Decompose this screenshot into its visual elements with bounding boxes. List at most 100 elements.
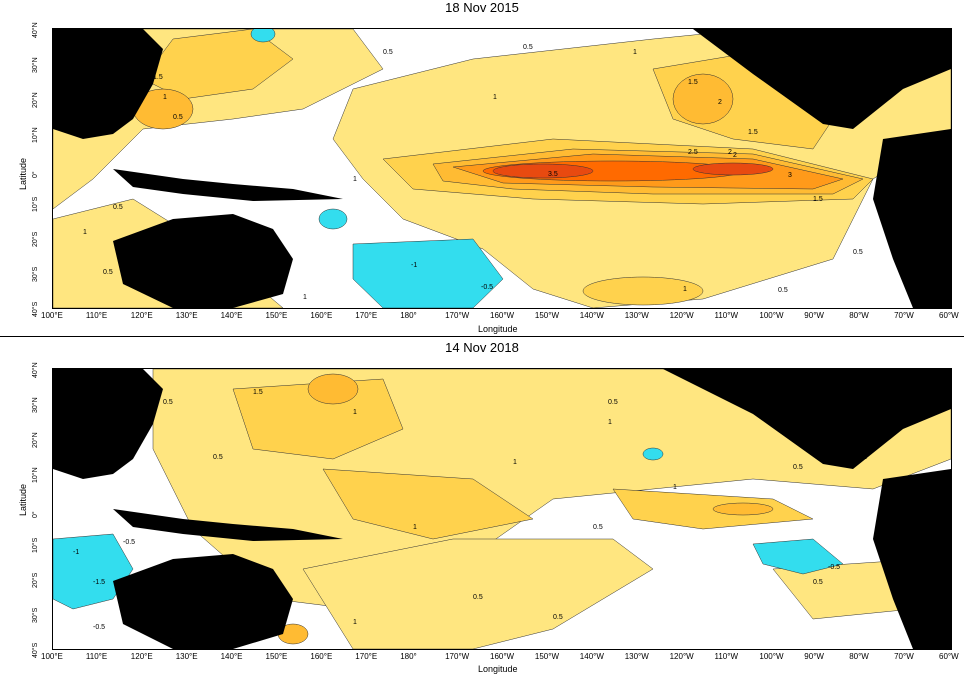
contour-label: 0.5 [553,614,563,621]
x-tick-label: 60°W [939,652,959,661]
x-tick-label: 130°W [624,652,649,661]
x-tick-label: 120°E [130,311,153,320]
anomaly-area-negative [53,533,134,610]
contour-label: 0.5 [793,464,803,471]
x-tick-label: 120°W [669,652,694,661]
sst-anomaly-map: 0.5 0.5 1 1.5 1 0.5 1 1.5 2 1.5 2 2.5 2 3.5 3 1.5 1 0.5 1 0… [52,28,952,309]
contour-label: 1 [353,409,357,416]
panel-2018: 14 Nov 2018 Latitude 40°N 30°N 20°N 10°N 0° 1… [0,340,964,675]
y-tick-label: 0° [32,511,39,518]
land-maritime-continent [113,169,343,201]
y-tick-label: 30°N [32,57,39,73]
x-tick-label: 120°E [130,652,153,661]
y-tick-label: 40°S [32,642,39,658]
y-tick-label: 10°N [32,467,39,483]
contour-label: 3 [788,172,792,179]
contour-label: 2.5 [688,149,698,156]
y-tick-label: 10°N [32,126,39,143]
x-tick-label: 140°W [579,311,604,320]
contour-label: 1 [673,484,677,491]
y-tick-label: 20°S [32,572,39,588]
y-tick-label: 40°N [32,22,39,38]
contour-label: 2 [718,99,722,106]
anomaly-area-negative [318,208,348,230]
anomaly-area-1 [322,468,534,540]
contour-label: 1 [413,524,417,531]
contour-label: -0.5 [123,539,135,546]
x-tick-label: 90°W [804,311,824,320]
contour-label: -1 [73,549,79,556]
y-tick-label: 0° [32,170,39,178]
contour-label: 0.5 [893,379,903,386]
anomaly-area-negative [642,447,664,461]
contour-label: 0.5 [113,204,123,211]
x-tick-label: 170°E [355,652,378,661]
contour-label: -0.5 [481,284,493,291]
anomaly-area-1.5 [712,502,774,516]
x-tick-label: 110°E [85,311,108,320]
contour-label: -0.5 [828,564,840,571]
contour-label: 0.5 [163,399,173,406]
contour-label: 1 [163,94,167,101]
contour-label: 2 [733,152,737,159]
x-tick-label: 130°W [624,311,649,320]
land-south-america [873,129,951,308]
x-tick-label: 110°W [714,652,739,661]
contour-label: 0.5 [868,394,878,401]
contour-label: -0.5 [93,624,105,631]
contour-label: -1.5 [93,579,105,586]
anomaly-area-1.5 [307,373,359,405]
x-tick-label: 130°E [175,652,198,661]
anomaly-area-1 [232,378,404,460]
x-tick-label: 160°E [310,652,333,661]
contour-label: 1.5 [813,196,823,203]
contour-label: 1 [303,294,307,301]
y-axis-label: Latitude [18,483,28,516]
contour-label: 0.5 [523,44,533,51]
contour-label: 0.5 [778,287,788,294]
contour-label: 0.5 [473,594,483,601]
contour-label: 1.5 [688,79,698,86]
land-south-america [873,469,951,649]
x-tick-label: 120°W [669,311,694,320]
x-tick-label: 110°W [714,311,739,320]
y-tick-label: 10°S [32,537,39,553]
x-tick-label: 160°W [490,311,515,320]
contour-label: 0.5 [853,249,863,256]
x-tick-label: 110°E [85,652,108,661]
contour-label: 0.5 [883,404,893,411]
x-tick-label: 100°E [41,311,63,320]
y-tick-label: 40°S [32,301,39,317]
y-axis-label: Latitude [18,157,28,190]
land-north-america [663,369,951,469]
contour-label: 0.5 [103,269,113,276]
land-north-america [693,29,951,129]
x-tick-label: 140°E [220,652,243,661]
y-tick-label: 30°S [32,266,39,283]
anomaly-area-0.5 [302,538,654,649]
x-tick-label: 150°E [265,311,288,320]
anomaly-area-1.5 [672,73,734,125]
x-axis-label: Longitude [478,324,518,334]
y-tick-label: 30°N [32,397,39,413]
contour-label: 1 [913,389,917,396]
land-australia [113,214,293,308]
land-asia [53,369,163,479]
x-tick-label: 150°W [534,652,559,661]
anomaly-area-3.5 [492,163,594,179]
x-tick-label: 150°W [534,311,559,320]
contour-label: 0.5 [608,399,618,406]
x-tick-label: 100°E [41,652,63,661]
x-tick-label: 80°W [849,652,869,661]
contour-label: 1 [683,286,687,293]
map-canvas: 1.5 0.5 1 0.5 0.5 1 1 1 0.5 1 -0.5 -1 -1.5 -0.5 0.5 1 0.… [53,369,951,649]
x-tick-label: 170°W [445,652,470,661]
x-tick-label: 180° [400,311,417,320]
contour-label: 1 [493,94,497,101]
sst-anomaly-map: 1.5 0.5 1 0.5 0.5 1 1 1 0.5 1 -0.5 -1 -1.5 -0.5 0.5 1 0.… [52,368,952,650]
contour-label: 1.5 [748,129,758,136]
x-tick-label: 140°E [220,311,243,320]
y-tick-label: 10°S [32,197,39,213]
x-tick-label: 150°E [265,652,288,661]
panel-title: 18 Nov 2015 [445,0,519,15]
